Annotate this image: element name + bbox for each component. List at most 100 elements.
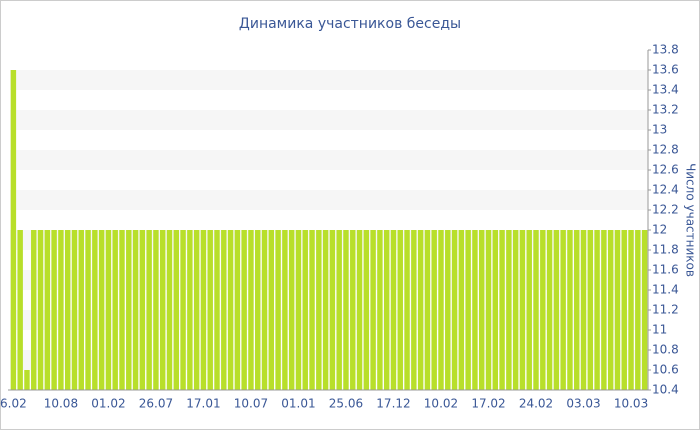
- bar: [295, 230, 302, 390]
- bar: [533, 230, 539, 390]
- bar: [377, 230, 383, 390]
- y-tick-label: 12.4: [652, 183, 679, 197]
- grid-band: [10, 70, 648, 90]
- bar: [78, 230, 84, 390]
- bar: [478, 230, 485, 390]
- bar: [64, 230, 71, 390]
- bar: [24, 370, 30, 390]
- bar: [560, 230, 566, 390]
- bar: [248, 230, 254, 390]
- bar: [574, 230, 580, 390]
- bar: [180, 230, 186, 390]
- y-tick-label: 11.2: [652, 303, 679, 317]
- y-tick-label: 13.8: [652, 43, 679, 57]
- bar: [621, 230, 627, 390]
- bar: [329, 230, 336, 390]
- x-tick-label: 6.02: [0, 397, 27, 411]
- y-tick-label: 13.2: [652, 103, 679, 117]
- y-tick-label: 11.8: [652, 243, 679, 257]
- bar: [255, 230, 261, 390]
- bar: [567, 230, 573, 390]
- chart-title: Динамика участников беседы: [239, 16, 461, 32]
- bar: [601, 230, 607, 390]
- bar: [336, 230, 342, 390]
- y-tick-label: 10.8: [652, 343, 679, 357]
- bar: [499, 230, 505, 390]
- bar: [139, 230, 146, 390]
- y-tick-label: 13: [652, 123, 667, 137]
- bar: [221, 230, 227, 390]
- y-tick-label: 13.6: [652, 63, 679, 77]
- bar: [58, 230, 64, 390]
- bar: [227, 230, 234, 390]
- bar: [594, 230, 600, 390]
- x-tick-label: 17.12: [376, 397, 410, 411]
- bar: [485, 230, 492, 390]
- bar: [417, 230, 424, 390]
- x-tick-label: 03.03: [566, 397, 600, 411]
- bar: [390, 230, 397, 390]
- bar: [458, 230, 465, 390]
- bar: [445, 230, 451, 390]
- bar: [370, 230, 376, 390]
- bar: [356, 230, 363, 390]
- x-tick-label: 10.02: [424, 397, 458, 411]
- grid-band: [10, 110, 648, 130]
- bar: [37, 230, 44, 390]
- bar: [641, 230, 648, 390]
- x-tick-label: 10.07: [234, 397, 268, 411]
- bar: [587, 230, 594, 390]
- bar: [614, 230, 621, 390]
- bar: [343, 230, 349, 390]
- bar: [628, 230, 634, 390]
- bar: [98, 230, 105, 390]
- bar: [383, 230, 390, 390]
- x-tick-label: 26.07: [139, 397, 173, 411]
- grid-band: [10, 190, 648, 210]
- bar: [309, 230, 315, 390]
- bar: [17, 230, 23, 390]
- bar: [51, 230, 57, 390]
- x-tick-label: 25.06: [329, 397, 363, 411]
- bar: [546, 230, 553, 390]
- bar: [322, 230, 329, 390]
- bar: [472, 230, 478, 390]
- y-tick-label: 12.6: [652, 163, 679, 177]
- bar: [540, 230, 546, 390]
- bar: [275, 230, 281, 390]
- bar: [234, 230, 241, 390]
- bar: [85, 230, 91, 390]
- y-tick-label: 11.6: [652, 263, 679, 277]
- bar: [173, 230, 180, 390]
- x-tick-label: 24.02: [519, 397, 553, 411]
- bar: [159, 230, 166, 390]
- bar: [92, 230, 98, 390]
- bar: [526, 230, 532, 390]
- bar: [411, 230, 417, 390]
- bar: [506, 230, 512, 390]
- bar: [126, 230, 132, 390]
- y-tick-label: 12: [652, 223, 667, 237]
- y-tick-label: 12.2: [652, 203, 679, 217]
- bar: [241, 230, 247, 390]
- bar: [105, 230, 112, 390]
- bar: [146, 230, 152, 390]
- bar: [607, 230, 614, 390]
- bar: [153, 230, 159, 390]
- bar: [31, 230, 37, 390]
- x-tick-label: 10.03: [614, 397, 648, 411]
- x-tick-label: 01.01: [281, 397, 315, 411]
- bar: [404, 230, 410, 390]
- bar: [580, 230, 587, 390]
- bar: [207, 230, 213, 390]
- x-tick-label: 10.08: [44, 397, 78, 411]
- bar: [282, 230, 288, 390]
- bar: [193, 230, 200, 390]
- bar: [350, 230, 356, 390]
- bar: [166, 230, 173, 390]
- bar: [288, 230, 295, 390]
- y-tick-label: 13.4: [652, 83, 679, 97]
- bar: [214, 230, 220, 390]
- y-tick-label: 11: [652, 323, 667, 337]
